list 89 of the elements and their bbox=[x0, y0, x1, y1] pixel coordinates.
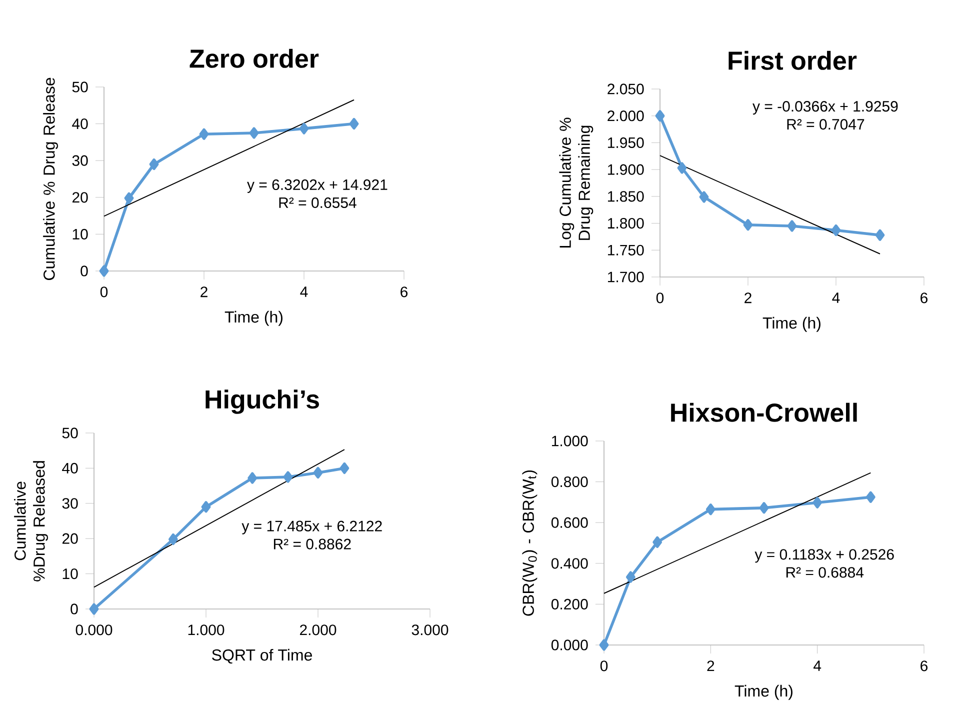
y-tick-label: 1.850 bbox=[608, 191, 644, 202]
chart-title: Zero order bbox=[190, 48, 319, 68]
point bbox=[706, 504, 716, 516]
x-tick-label: 1.000 bbox=[188, 624, 224, 636]
y-tick-label: 0.600 bbox=[551, 517, 588, 528]
x-tick-label: 2 bbox=[200, 286, 208, 298]
x-tick-label: 4 bbox=[300, 286, 308, 297]
x-tick-label: 6 bbox=[400, 286, 408, 298]
point bbox=[699, 191, 709, 203]
point bbox=[875, 229, 885, 241]
annotation: y = 0.1183x + 0.2526 bbox=[754, 549, 894, 563]
x-axis-title: Time (h) bbox=[224, 310, 282, 326]
annotation: R² = 0.6884 bbox=[786, 567, 864, 578]
point bbox=[149, 158, 159, 170]
point bbox=[652, 536, 662, 548]
x-axis-title: Time (h) bbox=[734, 684, 792, 700]
y-tick-label: 40 bbox=[62, 462, 78, 474]
chart-title: Higuchi’s bbox=[206, 390, 319, 414]
point bbox=[89, 603, 99, 615]
point bbox=[199, 128, 209, 140]
y-tick-label: 1.950 bbox=[608, 137, 644, 148]
y-tick-label: 0.200 bbox=[551, 598, 588, 610]
x-tick-label: 6 bbox=[920, 660, 928, 672]
x-tick-label: 0 bbox=[100, 286, 108, 298]
y-tick-label: 1.750 bbox=[608, 244, 644, 256]
y-tick-label: 40 bbox=[72, 118, 88, 130]
annotation: y = -0.0366x + 1.9259 bbox=[752, 101, 898, 115]
point bbox=[248, 472, 258, 484]
y-tick-label: 1.700 bbox=[608, 272, 644, 282]
y-tick-label: 0.800 bbox=[551, 476, 588, 488]
y-tick-label: 50 bbox=[62, 428, 78, 438]
y-axis-title: CBR(W$_{0}$) - CBR(W$_{t}$) bbox=[522, 470, 538, 616]
x-tick-label: 4 bbox=[814, 660, 822, 671]
point bbox=[249, 127, 259, 139]
point bbox=[655, 110, 665, 122]
chart-title: Hixson-Crowell bbox=[671, 402, 857, 422]
x-tick-label: 2.000 bbox=[300, 624, 336, 636]
y-tick-label: 0.400 bbox=[551, 558, 588, 569]
x-axis-title: SQRT of Time bbox=[212, 648, 312, 664]
point bbox=[349, 118, 359, 130]
x-tick-label: 6 bbox=[920, 292, 928, 304]
point bbox=[299, 122, 309, 134]
y-axis-title: Cumulative %Drug Released bbox=[14, 461, 48, 582]
x-tick-label: 4 bbox=[832, 292, 840, 303]
annotation: R² = 0.8862 bbox=[274, 538, 351, 550]
y-tick-label: 1.900 bbox=[608, 164, 644, 175]
y-tick-label: 0 bbox=[70, 604, 78, 614]
y-tick-label: 30 bbox=[72, 155, 88, 166]
x-axis-title: Time (h) bbox=[762, 316, 820, 332]
point bbox=[743, 219, 753, 231]
y-tick-label: 20 bbox=[72, 192, 88, 203]
chart-title: First order bbox=[728, 50, 857, 70]
point bbox=[759, 502, 769, 514]
point bbox=[677, 162, 687, 174]
y-tick-label: 10 bbox=[62, 568, 78, 580]
annotation: y = 6.3202x + 14.921 bbox=[247, 179, 388, 193]
x-tick-label: 0 bbox=[600, 660, 608, 672]
point bbox=[599, 639, 609, 651]
point bbox=[124, 192, 134, 204]
point bbox=[831, 224, 841, 236]
y-tick-label: 10 bbox=[72, 228, 88, 240]
x-tick-label: 2 bbox=[707, 660, 714, 672]
y-tick-label: 0.000 bbox=[551, 640, 588, 650]
y-tick-label: 20 bbox=[62, 533, 78, 544]
x-tick-label: 0 bbox=[656, 292, 664, 304]
x-tick-label: 2 bbox=[744, 292, 752, 304]
point bbox=[866, 491, 876, 503]
point bbox=[283, 471, 293, 483]
point bbox=[99, 265, 109, 277]
point bbox=[340, 462, 350, 474]
y-tick-label: 2.050 bbox=[608, 84, 644, 94]
y-tick-label: 0 bbox=[80, 266, 88, 276]
annotation: y = 17.485x + 6.2122 bbox=[242, 520, 382, 534]
point bbox=[812, 496, 822, 508]
y-tick-label: 50 bbox=[72, 82, 88, 92]
point bbox=[787, 220, 797, 232]
y-tick-label: 2.000 bbox=[608, 110, 644, 122]
annotation: R² = 0.6554 bbox=[279, 197, 356, 208]
x-tick-label: 3.000 bbox=[412, 624, 448, 636]
point bbox=[626, 571, 636, 583]
y-axis-title: Log Cumulative % Drug Remaining bbox=[559, 118, 594, 248]
point bbox=[168, 533, 178, 546]
point bbox=[201, 501, 211, 513]
y-tick-label: 30 bbox=[62, 498, 78, 509]
y-axis-title: Cumulative % Drug Release bbox=[43, 78, 58, 280]
y-tick-label: 1.000 bbox=[552, 436, 588, 446]
y-tick-label: 1.800 bbox=[608, 218, 644, 229]
annotation: R² = 0.7047 bbox=[787, 119, 864, 130]
point bbox=[313, 466, 323, 479]
